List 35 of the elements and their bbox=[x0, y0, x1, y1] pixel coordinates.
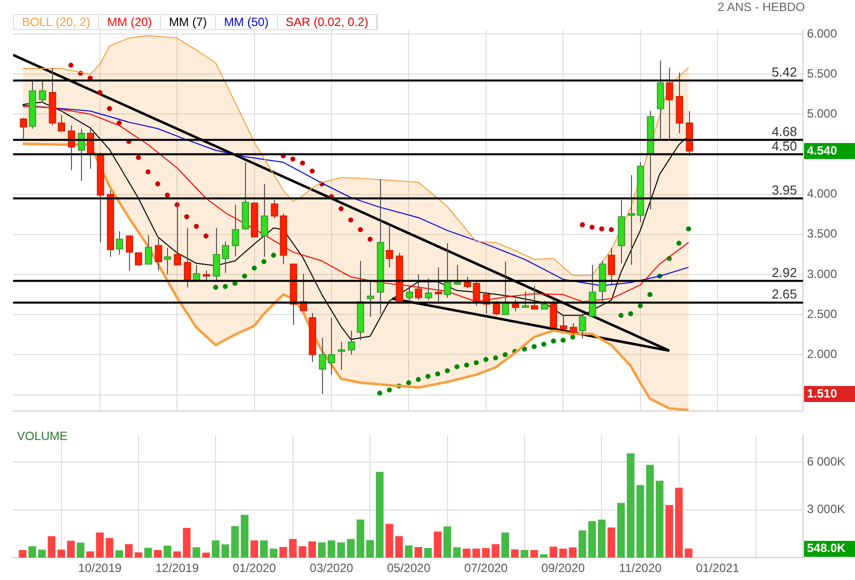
y-tick-label: 5.000 bbox=[807, 106, 838, 120]
x-tick-label: 03/2020 bbox=[310, 561, 354, 576]
text: MM (7) bbox=[160, 15, 216, 29]
x-tick-label: 12/2019 bbox=[155, 561, 200, 576]
text: SAR (0.02, 0.2) bbox=[278, 15, 378, 29]
text: MM (50) bbox=[216, 15, 278, 29]
x-tick-label: 09/2020 bbox=[541, 561, 586, 576]
ref-line-label: 4.68 bbox=[772, 124, 797, 139]
y-tick-label: 3.000 bbox=[807, 266, 838, 281]
y-tick-label: 5.500 bbox=[807, 66, 838, 80]
x-tick-label: 10/2019 bbox=[78, 561, 122, 576]
ref-line-label: 2.65 bbox=[772, 286, 797, 302]
chart-title: VOLUME bbox=[17, 429, 68, 443]
x-tick-label: 11/2020 bbox=[619, 561, 662, 576]
chart-subtitle: 2 ANS - HEBDO bbox=[718, 0, 805, 14]
x-tick-label: 05/2020 bbox=[386, 561, 431, 576]
text: MM (20) bbox=[99, 15, 161, 29]
y-tick-label: 4.000 bbox=[807, 186, 838, 201]
text: 1.510 bbox=[807, 386, 838, 400]
y-tick-label: 6.000 bbox=[807, 26, 838, 40]
x-tick-label: 07/2020 bbox=[464, 561, 508, 576]
ref-line-label: 5.42 bbox=[772, 64, 797, 80]
x-tick-label: 01/2021 bbox=[696, 561, 740, 576]
y-tick-label: 3.500 bbox=[807, 226, 838, 241]
y-tick-label: 3 000K bbox=[807, 502, 846, 516]
y-tick-label: 2.000 bbox=[807, 346, 838, 361]
text: 548.0K bbox=[807, 541, 846, 556]
x-tick-label: 01/2020 bbox=[232, 561, 276, 576]
ref-line-label: 4.50 bbox=[772, 138, 797, 154]
y-tick-label: 6 000K bbox=[807, 454, 846, 469]
y-tick-label: 2.500 bbox=[807, 306, 838, 321]
ref-line-label: 3.95 bbox=[772, 182, 797, 198]
ref-line-label: 2.92 bbox=[772, 265, 797, 280]
text: BOLL (20, 2) bbox=[14, 15, 100, 29]
text: 4.540 bbox=[807, 143, 838, 158]
